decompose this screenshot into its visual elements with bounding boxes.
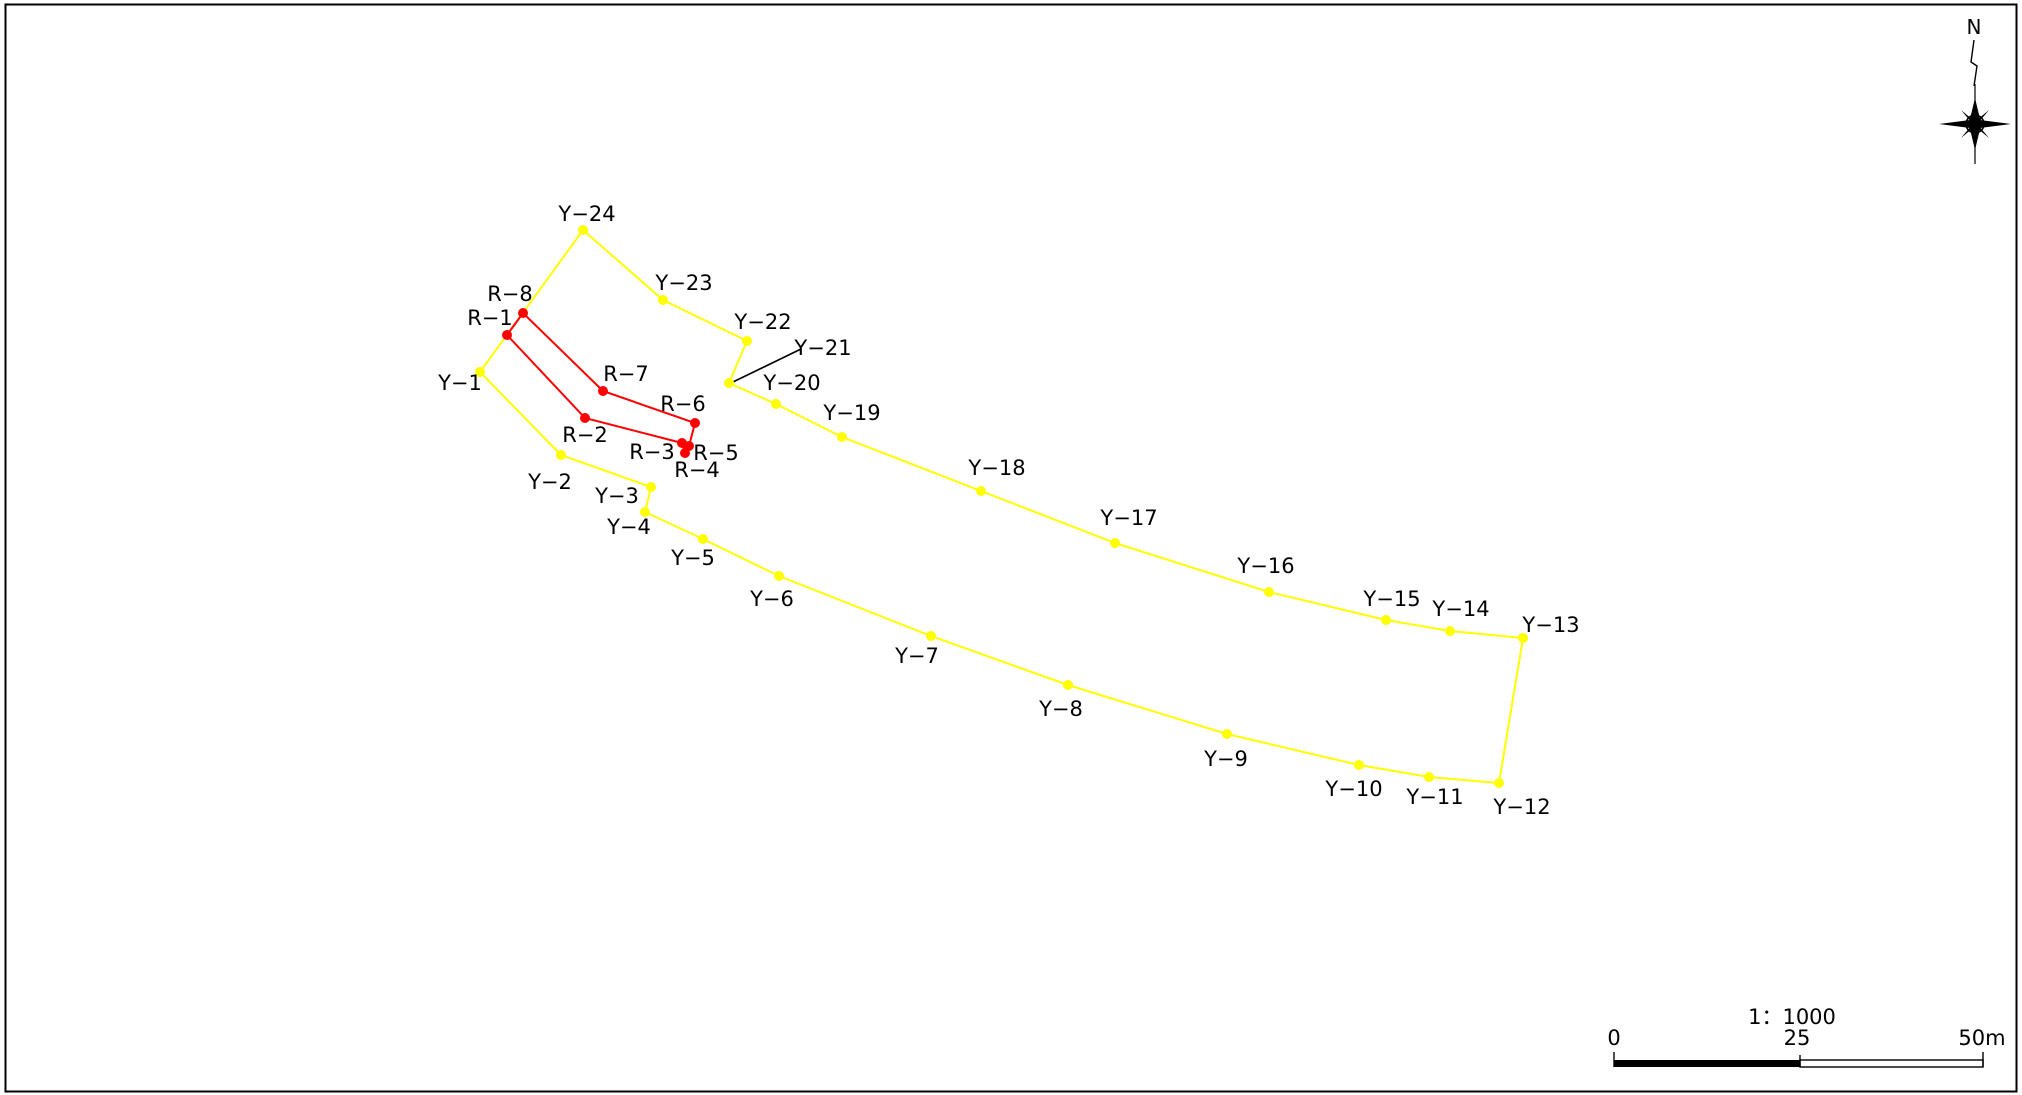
scale-ratio: 1：1000 xyxy=(1748,1005,1836,1029)
red-point-label-r-1: R−1 xyxy=(467,306,513,330)
yellow-point-markers xyxy=(475,225,1528,788)
red-point-label-r-4: R−4 xyxy=(674,458,720,482)
yellow-point-marker-y-24 xyxy=(578,225,588,235)
red-point-marker-r-6 xyxy=(690,418,700,428)
red-point-label-r-7: R−7 xyxy=(603,362,649,386)
compass-rose-icon xyxy=(1939,84,2011,164)
map-border xyxy=(4,3,2018,1093)
red-point-labels: R−1 R−2 R−3R−4R−5 R−6 R−7 R−8 xyxy=(467,282,739,482)
yellow-point-marker-y-21 xyxy=(724,378,734,388)
yellow-point-label-y-22: Y−22 xyxy=(733,310,791,334)
red-point-label-r-8: R−8 xyxy=(487,282,533,306)
yellow-point-label-y-3: Y−3 xyxy=(594,484,639,508)
yellow-point-label-y-21: Y−21 xyxy=(793,336,851,360)
red-point-marker-r-8 xyxy=(518,308,528,318)
yellow-point-label-y-12: Y−12 xyxy=(1492,795,1550,819)
yellow-point-marker-y-3 xyxy=(646,482,656,492)
yellow-point-marker-y-7 xyxy=(926,631,936,641)
yellow-point-labels: Y−1 Y−2 Y−3 Y−4 Y−5 Y−6 Y−7 Y−8 Y−9 Y−10 Y−11 Y−12 Y… xyxy=(437,202,1579,819)
yellow-point-label-y-13: Y−13 xyxy=(1521,613,1579,637)
red-point-marker-r-2 xyxy=(580,413,590,423)
yellow-point-label-y-10: Y−10 xyxy=(1324,777,1382,801)
yellow-point-label-y-24: Y−24 xyxy=(557,202,615,226)
yellow-point-label-y-16: Y−16 xyxy=(1236,554,1294,578)
yellow-point-label-y-14: Y−14 xyxy=(1431,597,1489,621)
yellow-point-marker-y-20 xyxy=(771,399,781,409)
yellow-point-marker-y-4 xyxy=(640,507,650,517)
yellow-point-label-y-19: Y−19 xyxy=(822,401,880,425)
yellow-point-label-y-1: Y−1 xyxy=(437,371,482,395)
yellow-point-label-y-6: Y−6 xyxy=(749,587,794,611)
yellow-point-marker-y-18 xyxy=(976,486,986,496)
yellow-point-label-y-7: Y−7 xyxy=(894,644,939,668)
yellow-point-marker-y-19 xyxy=(837,432,847,442)
yellow-point-label-y-2: Y−2 xyxy=(527,470,572,494)
yellow-point-marker-y-12 xyxy=(1494,778,1504,788)
yellow-point-marker-y-9 xyxy=(1222,729,1232,739)
yellow-point-label-y-8: Y−8 xyxy=(1038,697,1083,721)
yellow-point-label-y-17: Y−17 xyxy=(1099,506,1157,530)
yellow-point-label-y-11: Y−11 xyxy=(1405,785,1463,809)
y21-leader-line xyxy=(732,348,802,383)
yellow-point-marker-y-11 xyxy=(1424,772,1434,782)
north-label: N xyxy=(1967,15,1982,39)
yellow-point-marker-y-22 xyxy=(742,336,752,346)
scale-bar-filled xyxy=(1614,1060,1800,1067)
yellow-point-marker-y-23 xyxy=(658,295,668,305)
north-arrow: N xyxy=(1939,15,2011,164)
yellow-point-label-y-9: Y−9 xyxy=(1203,747,1248,771)
red-point-label-r-3: R−3 xyxy=(629,440,675,464)
yellow-point-marker-y-16 xyxy=(1264,587,1274,597)
yellow-point-label-y-23: Y−23 xyxy=(654,271,712,295)
yellow-point-label-y-5: Y−5 xyxy=(670,546,715,570)
yellow-point-label-y-4: Y−4 xyxy=(606,515,651,539)
scale-tick-50m: 50m xyxy=(1958,1026,2005,1050)
red-point-label-r-2: R−2 xyxy=(562,423,608,447)
yellow-point-marker-y-15 xyxy=(1381,615,1391,625)
yellow-point-marker-y-10 xyxy=(1354,760,1364,770)
red-point-label-r-5: R−5 xyxy=(693,441,739,465)
yellow-point-marker-y-6 xyxy=(774,571,784,581)
red-point-markers xyxy=(502,308,700,458)
scale-bar-empty xyxy=(1799,1059,1984,1068)
yellow-point-marker-y-2 xyxy=(556,450,566,460)
yellow-point-marker-y-1 xyxy=(475,367,485,377)
scale-tick-0: 0 xyxy=(1607,1026,1620,1050)
yellow-point-marker-y-17 xyxy=(1110,538,1120,548)
red-point-marker-r-5 xyxy=(684,441,694,451)
yellow-point-marker-y-5 xyxy=(698,534,708,544)
scale-bar: 1：1000 0 25 50m xyxy=(1607,1005,2006,1068)
yellow-point-marker-y-13 xyxy=(1518,633,1528,643)
north-arrow-shaft-icon xyxy=(1970,39,1978,87)
yellow-point-label-y-20: Y−20 xyxy=(762,371,820,395)
yellow-point-label-y-18: Y−18 xyxy=(967,456,1025,480)
yellow-point-marker-y-8 xyxy=(1063,680,1073,690)
red-point-label-r-6: R−6 xyxy=(660,392,706,416)
scale-tick-25: 25 xyxy=(1784,1026,1811,1050)
yellow-point-label-y-15: Y−15 xyxy=(1362,587,1420,611)
red-point-marker-r-7 xyxy=(598,386,608,396)
red-point-marker-r-1 xyxy=(502,330,512,340)
yellow-point-marker-y-14 xyxy=(1445,626,1455,636)
